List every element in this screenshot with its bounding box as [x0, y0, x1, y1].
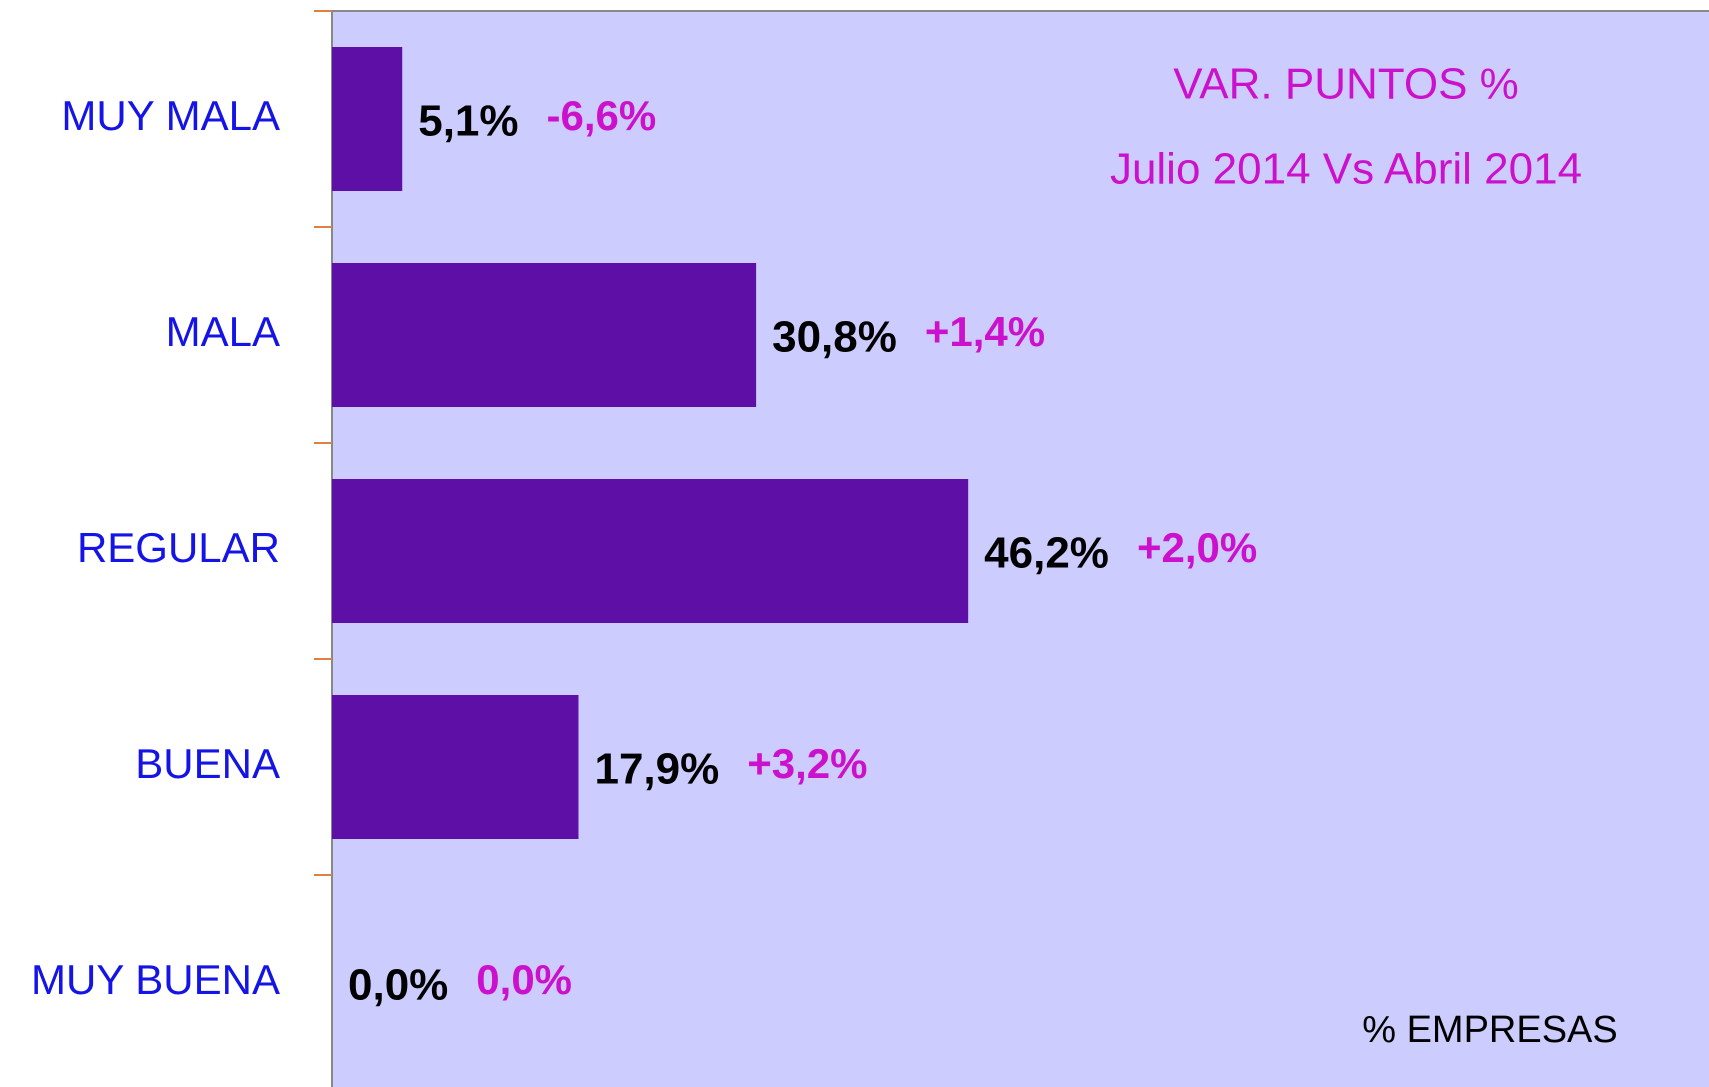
category-label: MUY MALA [61, 92, 280, 139]
bar [332, 479, 969, 623]
bar [332, 695, 579, 839]
value-label: 5,1% [418, 97, 518, 146]
variation-label: 0,0% [476, 956, 572, 1003]
value-label: 17,9% [594, 745, 719, 794]
chart-title: VAR. PUNTOS % [1173, 60, 1519, 109]
variation-label: -6,6% [547, 92, 657, 139]
category-label: MUY BUENA [31, 956, 280, 1003]
category-label: BUENA [135, 740, 280, 787]
variation-label: +1,4% [925, 308, 1045, 355]
value-label: 0,0% [348, 961, 448, 1010]
category-label: REGULAR [77, 524, 280, 571]
bar [332, 263, 757, 407]
x-axis-label: % EMPRESAS [1362, 1009, 1618, 1051]
chart-subtitle: Julio 2014 Vs Abril 2014 [1110, 145, 1582, 194]
variation-label: +2,0% [1137, 524, 1257, 571]
variation-label: +3,2% [747, 740, 867, 787]
value-label: 46,2% [984, 529, 1109, 578]
category-label: MALA [166, 308, 280, 355]
bar [332, 47, 403, 191]
value-label: 30,8% [772, 313, 897, 362]
